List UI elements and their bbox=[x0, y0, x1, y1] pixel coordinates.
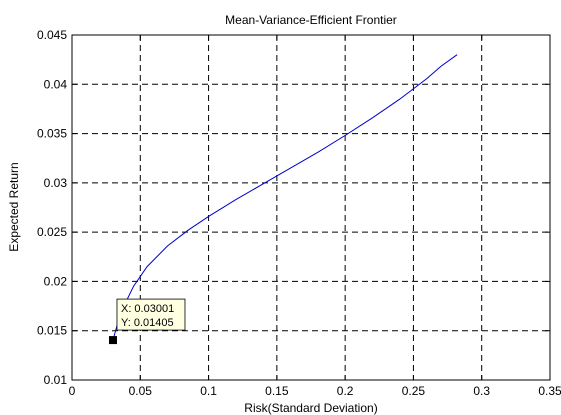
chart-title: Mean-Variance-Efficient Frontier bbox=[225, 13, 397, 27]
y-tick-label: 0.02 bbox=[44, 274, 68, 288]
datatip-marker[interactable] bbox=[108, 336, 117, 345]
datatip-y: Y: 0.01405 bbox=[121, 317, 174, 329]
x-tick-label: 0.05 bbox=[129, 384, 153, 398]
y-tick-label: 0.045 bbox=[37, 28, 67, 42]
x-tick-label: 0.35 bbox=[538, 384, 561, 398]
y-tick-label: 0.015 bbox=[37, 324, 67, 338]
datatip-box bbox=[116, 298, 186, 331]
y-tick-label: 0.035 bbox=[37, 127, 67, 141]
y-tick-label: 0.01 bbox=[44, 373, 68, 387]
axis-ticks: 0 0.05 0.1 0.15 0.2 0.25 0.3 0.35 0.01 0.015 0.02 0… bbox=[37, 28, 561, 398]
x-axis-label: Risk(Standard Deviation) bbox=[244, 401, 377, 415]
series-layer bbox=[112, 54, 458, 341]
datatip-x: X: 0.03001 bbox=[121, 303, 174, 315]
x-tick-label: 0.3 bbox=[473, 384, 490, 398]
plot-area bbox=[71, 34, 551, 381]
y-tick-label: 0.03 bbox=[44, 176, 68, 190]
y-tick-label: 0.025 bbox=[37, 225, 67, 239]
y-tick-label: 0.04 bbox=[44, 77, 68, 91]
y-axis-label: Expected Return bbox=[7, 162, 21, 251]
x-tick-label: 0 bbox=[69, 384, 76, 398]
data-tip[interactable]: X: 0.03001 Y: 0.01405 bbox=[108, 298, 186, 345]
frontier-line bbox=[112, 54, 458, 341]
x-tick-label: 0.25 bbox=[402, 384, 426, 398]
grid-lines bbox=[72, 35, 550, 380]
x-tick-label: 0.2 bbox=[337, 384, 354, 398]
x-tick-label: 0.1 bbox=[200, 384, 217, 398]
x-tick-label: 0.15 bbox=[265, 384, 289, 398]
